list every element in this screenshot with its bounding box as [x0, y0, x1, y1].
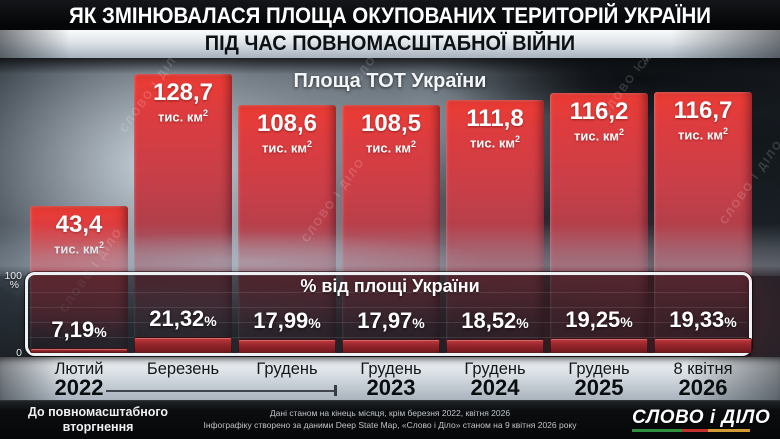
- percent-sign: %: [620, 314, 633, 330]
- brand-logo: СЛОВО і ДІЛО: [632, 407, 771, 432]
- percent-sign: %: [94, 324, 107, 340]
- percent-label: 19,25%: [529, 307, 669, 333]
- percent-sign: %: [204, 313, 217, 329]
- logo-underline-green: [632, 429, 682, 432]
- year-2022-range-line: [106, 390, 334, 392]
- pre-invasion-note-line1: До повномасштабного: [27, 405, 169, 419]
- grid-line: [30, 337, 747, 338]
- x-axis-year: 2024: [470, 375, 520, 400]
- bar-value: 43,4: [30, 212, 128, 238]
- percent-value: 19,25: [565, 307, 621, 332]
- percent-label: 17,97%: [321, 308, 461, 334]
- pre-invasion-note-line2: вторгнення: [62, 420, 134, 434]
- mini-bar: [550, 338, 648, 353]
- grid-line: [30, 322, 747, 323]
- x-axis-year: 2026: [678, 375, 728, 400]
- x-axis-month: Грудень: [256, 360, 318, 378]
- bar-unit-sup: 2: [306, 139, 312, 149]
- x-axis-year: 2022: [54, 375, 104, 400]
- footer-bar: [0, 400, 780, 439]
- mini-bar: [30, 348, 128, 353]
- bar-unit-sup: 2: [618, 127, 624, 137]
- percent-sign: %: [724, 314, 737, 330]
- bar-unit-sup: 2: [514, 134, 520, 144]
- mini-bar: [238, 339, 336, 353]
- percent-value: 18,52: [461, 308, 517, 333]
- x-axis-month: Лютий: [54, 360, 104, 378]
- percent-sign: %: [516, 315, 529, 331]
- data-note-line2: Інфографіку створено за даними Deep Stat…: [203, 420, 577, 430]
- background-top-shadow: [0, 58, 780, 74]
- bar-unit: тис. км2: [158, 108, 208, 125]
- bar-unit: тис. км2: [30, 238, 128, 256]
- bar-value: 111,8: [466, 105, 524, 132]
- y-axis-max-unit: %: [9, 279, 19, 291]
- bar-unit-sup: 2: [99, 240, 104, 250]
- x-axis-month: Березень: [146, 360, 220, 378]
- percent-label: 7,19%: [9, 317, 149, 343]
- percent-panel-title: % від площі України: [300, 276, 480, 296]
- bar-value: 108,6: [256, 110, 318, 137]
- percent-sign: %: [412, 315, 425, 331]
- bar-unit: тис. км2: [262, 139, 312, 156]
- data-note-line1: Дані станом на кінець місяця, крім берез…: [269, 408, 511, 418]
- x-axis-month: Грудень: [568, 360, 630, 378]
- y-axis-max-label: 100 %: [0, 270, 22, 291]
- y-axis-min-label: 0: [16, 347, 22, 359]
- x-axis-month: Грудень: [360, 360, 422, 378]
- percent-value: 21,32: [149, 306, 205, 331]
- bar-value: 128,7: [152, 79, 214, 106]
- mini-bar: [654, 338, 752, 353]
- percent-value: 7,19: [51, 317, 95, 342]
- logo-underline-red: [681, 429, 708, 432]
- page-title-line1: ЯК ЗМІНЮВАЛАСЯ ПЛОЩА ОКУПОВАНИХ ТЕРИТОРІ…: [69, 3, 711, 28]
- x-axis-year: 2023: [366, 375, 416, 400]
- grid-line: [30, 307, 747, 308]
- mini-bar: [134, 337, 232, 353]
- x-axis-month: Грудень: [464, 360, 526, 378]
- year-2022-range-tick: [334, 385, 337, 396]
- logo-underline-amber: [707, 429, 750, 432]
- bar-unit-sup: 2: [722, 126, 728, 136]
- bar-value: 116,7: [673, 97, 733, 124]
- x-axis-band: [0, 357, 780, 400]
- data-source-note: Дані станом на кінець місяця, крім берез…: [180, 407, 600, 431]
- x-axis-year: 2025: [574, 375, 624, 400]
- percent-label: 21,32%: [113, 306, 253, 332]
- grid-line: [30, 292, 747, 293]
- chart-title: Площа ТОТ України: [293, 70, 487, 92]
- mini-bar: [342, 339, 440, 353]
- bar-unit: тис. км2: [470, 134, 520, 151]
- percent-label: 17,99%: [217, 308, 357, 334]
- bar-unit: тис. км2: [366, 139, 416, 156]
- bar-unit-sup: 2: [202, 108, 208, 118]
- bar-value: 116,2: [569, 98, 629, 125]
- bar-unit: тис. км2: [678, 126, 728, 143]
- bar-unit: тис. км2: [574, 127, 624, 144]
- percent-value: 17,97: [357, 308, 413, 333]
- percent-label: 18,52%: [425, 308, 565, 334]
- y-axis-max-value: 100: [4, 270, 22, 282]
- bar-unit-sup: 2: [410, 139, 416, 149]
- percent-value: 19,33: [669, 307, 725, 332]
- title-bar-primary: ЯК ЗМІНЮВАЛАСЯ ПЛОЩА ОКУПОВАНИХ ТЕРИТОРІ…: [0, 0, 780, 30]
- percent-value: 17,99: [253, 308, 309, 333]
- fog-overlay: [0, 224, 780, 276]
- bar-value: 108,5: [360, 110, 422, 137]
- mini-bar: [446, 339, 544, 353]
- brand-logo-underline: [632, 429, 750, 432]
- percent-sign: %: [308, 315, 321, 331]
- percent-label: 19,33%: [633, 307, 773, 333]
- pre-invasion-note: До повномасштабного вторгнення: [18, 405, 178, 435]
- page-title-line2: ПІД ЧАС ПОВНОМАСШТАБНОЇ ВІЙНИ: [204, 32, 576, 55]
- x-axis-month: 8 квітня: [673, 360, 733, 378]
- title-bar-secondary: ПІД ЧАС ПОВНОМАСШТАБНОЇ ВІЙНИ: [0, 30, 780, 58]
- brand-logo-text: СЛОВО і ДІЛО: [632, 407, 771, 428]
